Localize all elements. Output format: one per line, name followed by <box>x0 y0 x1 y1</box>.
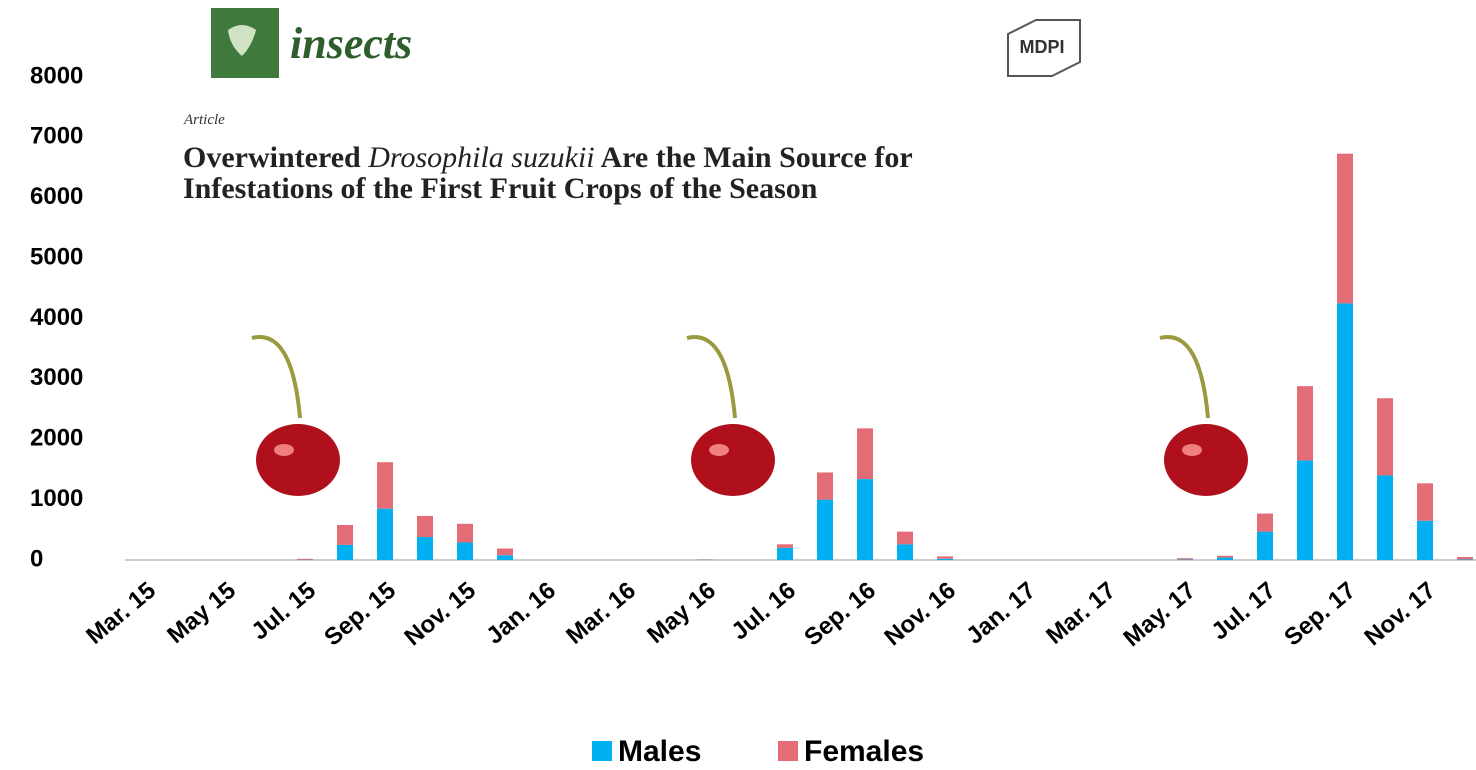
legend-label: Males <box>618 735 701 768</box>
x-tick-label: Nov. 15 <box>400 577 481 651</box>
x-tick-label: Nov. 17 <box>1360 577 1441 651</box>
bar-segment <box>857 479 873 560</box>
x-tick-label: Mar. 17 <box>1041 577 1121 650</box>
x-tick-label: May 15 <box>162 577 241 649</box>
bar-segment <box>337 525 353 545</box>
x-tick-label: Mar. 16 <box>561 577 641 650</box>
bar-segment <box>777 548 793 560</box>
page: MDPI 0 1000 2000 3000 4000 5000 6000 7000 8000 Ma… <box>0 0 1476 770</box>
title-part: Overwintered <box>183 141 368 174</box>
bar-segment <box>1337 154 1353 304</box>
x-tick-label: Mar. 15 <box>81 577 161 650</box>
x-tick-label: Jan. 16 <box>481 577 561 650</box>
x-tick-label: Jul. 17 <box>1206 577 1281 646</box>
y-tick-label: 4000 <box>30 304 83 331</box>
bar-segment <box>497 549 513 556</box>
bar-segment <box>1377 398 1393 475</box>
legend-swatch <box>778 741 798 761</box>
bar-segment <box>777 544 793 548</box>
bar-segment <box>417 537 433 560</box>
x-tick-label: Jul. 16 <box>726 577 801 646</box>
y-tick-label: 0 <box>30 545 43 572</box>
y-tick-label: 6000 <box>30 183 83 210</box>
y-tick-label: 5000 <box>30 243 83 270</box>
bar-segment <box>417 516 433 537</box>
legend-label: Females <box>804 735 924 768</box>
y-tick-label: 7000 <box>30 123 83 150</box>
cherry <box>687 337 775 496</box>
x-tick-label: May. 17 <box>1119 577 1201 652</box>
bar-segment <box>937 559 953 560</box>
bar-segment <box>457 542 473 560</box>
publisher: MDPI <box>1020 37 1065 57</box>
bar-segment <box>297 559 313 560</box>
cherry <box>252 337 340 496</box>
bar-segment <box>1177 559 1193 560</box>
x-tick-label: Nov. 16 <box>880 577 961 651</box>
bar-segment <box>937 556 953 558</box>
bar-segment <box>1457 557 1473 559</box>
bar-segment <box>817 472 833 499</box>
bar-segment <box>897 532 913 545</box>
y-tick-label: 1000 <box>30 485 83 512</box>
x-tick-label: Sep. 16 <box>799 577 881 652</box>
bar-segment <box>1417 521 1433 560</box>
bar-segment <box>1257 532 1273 560</box>
x-tick-label: Jan. 17 <box>961 577 1041 650</box>
journal-name: insects <box>290 18 412 69</box>
y-tick-label: 3000 <box>30 364 83 391</box>
bar-segment <box>1217 556 1233 558</box>
y-tick-label: 8000 <box>30 62 83 89</box>
bar-segment <box>897 544 913 560</box>
article-title: Overwintered Drosophila suzukii Are the … <box>183 142 993 204</box>
bar-segment <box>337 545 353 560</box>
bar-segment <box>1257 514 1273 532</box>
bar-segment <box>1417 483 1433 520</box>
bar-segment <box>1297 460 1313 560</box>
bar-segment <box>817 500 833 560</box>
x-tick-label: Sep. 17 <box>1279 577 1361 652</box>
article-type: Article <box>184 112 225 129</box>
x-tick-label: Jul. 15 <box>246 577 321 646</box>
bar-segment <box>1457 559 1473 560</box>
legend-swatch <box>592 741 612 761</box>
bar-segment <box>457 524 473 543</box>
bar-segment <box>1177 558 1193 559</box>
bar-segment <box>857 428 873 479</box>
bar-segment <box>497 555 513 560</box>
bar-segment <box>377 462 393 508</box>
x-tick-label: May 16 <box>642 577 721 649</box>
x-tick-label: Sep. 15 <box>319 577 401 652</box>
title-species: Drosophila suzukii <box>368 141 594 174</box>
bar-segment <box>1217 558 1233 560</box>
bar-segment <box>377 509 393 560</box>
bar-segment <box>1377 475 1393 560</box>
cherry <box>1160 337 1248 496</box>
y-tick-label: 2000 <box>30 425 83 452</box>
bar-segment <box>1337 303 1353 560</box>
bar-segment <box>1297 386 1313 460</box>
